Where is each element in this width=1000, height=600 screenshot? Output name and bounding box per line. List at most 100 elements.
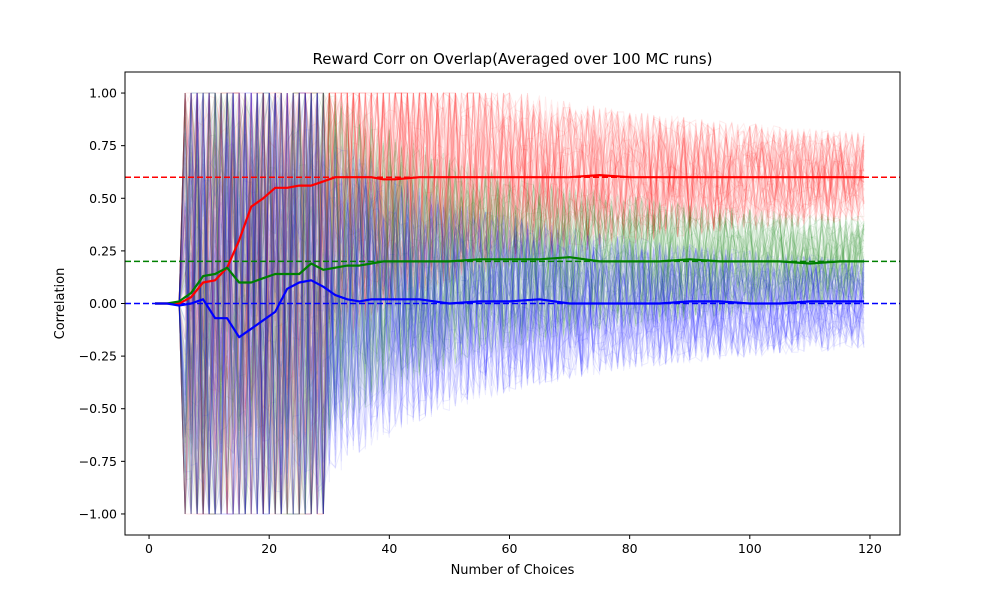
mc-run-line xyxy=(155,92,865,515)
mc-run-line xyxy=(155,92,865,515)
mc-run-line xyxy=(155,92,865,515)
mc-run-line xyxy=(155,92,865,515)
mc-run-line xyxy=(155,92,865,515)
mc-run-line xyxy=(155,92,865,515)
x-axis: 0 20 40 60 80 100 120 xyxy=(145,535,882,556)
mc-run-line xyxy=(155,133,865,515)
mc-run-line xyxy=(155,92,865,515)
mc-run-line xyxy=(155,92,865,515)
mc-run-line xyxy=(155,91,865,515)
mc-run-line xyxy=(155,92,865,515)
mc-run-line xyxy=(155,92,865,515)
mc-run-line xyxy=(155,92,865,515)
mean-line xyxy=(155,256,864,305)
mc-run-line xyxy=(155,91,865,515)
mc-run-line xyxy=(155,91,865,515)
mc-run-line xyxy=(155,91,865,515)
mc-run-line xyxy=(155,92,865,515)
mc-run-line xyxy=(155,92,865,485)
mc-run-line xyxy=(155,92,865,515)
mc-run-line xyxy=(155,92,865,515)
mc-run-line xyxy=(155,92,865,515)
mc-run-line xyxy=(155,92,865,515)
mc-run-line xyxy=(155,92,865,515)
mc-run-line xyxy=(155,92,865,515)
mc-run-line xyxy=(155,92,865,515)
mc-run-line xyxy=(155,92,865,515)
mc-run-line xyxy=(155,91,865,515)
x-tick-label: 120 xyxy=(858,541,882,556)
mc-run-line xyxy=(155,147,865,515)
mc-run-line xyxy=(155,92,865,515)
mc-run-line xyxy=(155,92,865,515)
mc-run-line xyxy=(155,91,865,515)
mc-run-line xyxy=(155,92,865,515)
mc-run-line xyxy=(155,92,865,491)
mc-run-line xyxy=(155,92,865,491)
x-tick-label: 20 xyxy=(261,541,277,556)
mc-run-line xyxy=(155,92,865,515)
mc-run-line xyxy=(155,92,865,515)
mc-run-line xyxy=(155,92,865,515)
mc-run-line xyxy=(155,92,865,515)
mc-run-line xyxy=(155,92,865,515)
y-tick-label: −0.50 xyxy=(79,401,117,416)
mc-run-line xyxy=(155,92,865,515)
mc-run-line xyxy=(155,92,865,515)
mc-run-line xyxy=(155,92,865,515)
mc-run-line xyxy=(155,92,865,515)
mc-run-line xyxy=(155,92,865,515)
mc-run-line xyxy=(155,92,865,515)
mc-run-line xyxy=(155,92,865,515)
mc-run-line xyxy=(155,92,865,515)
mc-run-line xyxy=(155,92,865,515)
mc-run-line xyxy=(155,92,865,515)
mc-run-line xyxy=(155,92,865,515)
mc-run-line xyxy=(155,92,865,515)
mc-run-line xyxy=(155,92,865,515)
mean-lines xyxy=(155,174,864,339)
mc-run-line xyxy=(155,92,865,515)
mc-run-line xyxy=(155,92,865,453)
y-tick-label: −1.00 xyxy=(79,506,117,521)
x-tick-label: 100 xyxy=(738,541,762,556)
mc-run-line xyxy=(155,92,865,515)
mc-run-line xyxy=(155,92,865,515)
mc-run-line xyxy=(155,92,865,515)
y-tick-label: −0.75 xyxy=(79,454,117,469)
mc-run-line xyxy=(155,92,865,515)
x-axis-label: Number of Choices xyxy=(451,563,575,578)
mc-run-line xyxy=(155,92,865,515)
mc-run-line xyxy=(155,92,865,515)
mc-run-line xyxy=(155,92,865,515)
mc-run-line xyxy=(155,92,865,515)
x-tick-label: 60 xyxy=(502,541,518,556)
mc-run-line xyxy=(155,92,865,515)
mc-run-line xyxy=(155,92,865,515)
mc-run-line xyxy=(155,92,865,515)
mc-run-line xyxy=(155,92,865,515)
y-axis: −1.00 −0.75 −0.50 −0.25 0.00 0.25 0.50 0.75 1.00 xyxy=(79,86,125,521)
mc-run-line xyxy=(155,92,865,515)
mc-run-line xyxy=(155,92,865,515)
mc-run-line xyxy=(155,92,865,515)
mc-run-line xyxy=(155,92,865,515)
mc-run-line xyxy=(155,92,865,515)
x-tick-label: 0 xyxy=(145,541,153,556)
mc-run-line xyxy=(155,103,865,515)
mc-run-line xyxy=(155,92,865,515)
mc-run-line xyxy=(155,92,865,515)
mc-run-line xyxy=(155,91,865,515)
mc-run-line xyxy=(155,92,865,515)
mc-run-line xyxy=(155,91,865,515)
mc-run-line xyxy=(155,92,865,515)
mc-run-line xyxy=(155,92,865,515)
mc-run-line xyxy=(155,92,865,515)
mc-run-line xyxy=(155,92,865,515)
mc-run-line xyxy=(155,92,865,515)
mc-run-line xyxy=(155,92,865,515)
mc-run-line xyxy=(155,92,865,515)
mc-run-line xyxy=(155,92,865,515)
mc-run-line xyxy=(155,92,865,515)
mc-run-line xyxy=(155,92,865,515)
